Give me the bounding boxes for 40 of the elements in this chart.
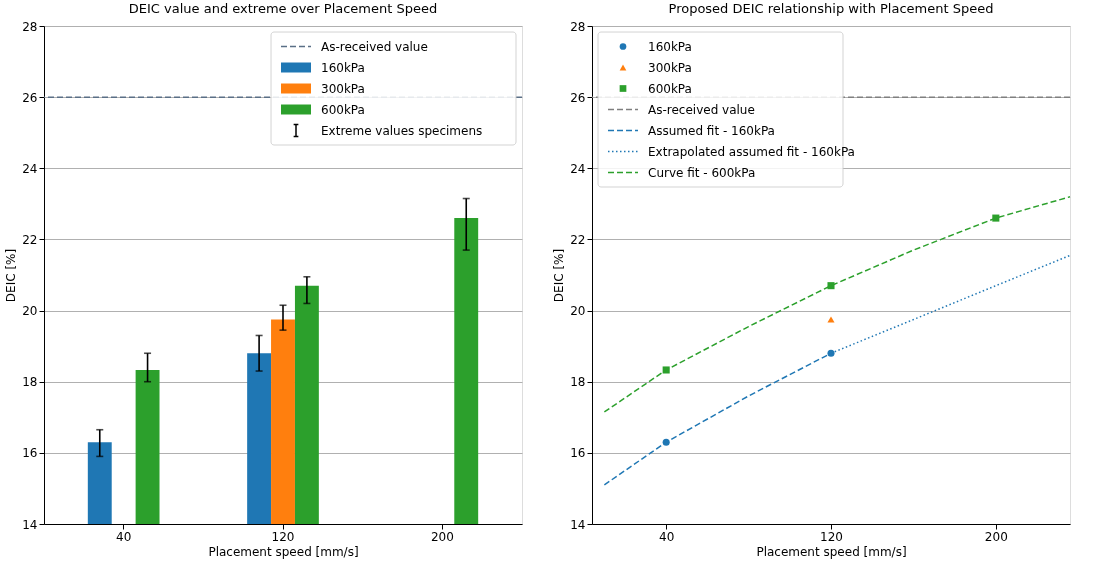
y-tick-label: 18 — [570, 375, 586, 390]
y-tick-label: 20 — [570, 304, 586, 319]
x-tick-label: 40 — [116, 529, 132, 544]
x-tick-label: 120 — [820, 529, 843, 544]
legend-label: 300kPa — [648, 60, 692, 75]
y-tick-label: 16 — [570, 446, 586, 461]
x-axis-title: Placement speed [mm/s] — [208, 544, 359, 559]
legend-label: 300kPa — [321, 81, 365, 96]
x-tick-label: 200 — [430, 529, 454, 544]
x-tick-label: 40 — [659, 529, 675, 544]
y-tick-label: 22 — [22, 232, 38, 247]
legend-label: 160kPa — [648, 39, 692, 54]
y-tick-label: 14 — [22, 517, 38, 532]
y-tick-label: 28 — [22, 19, 38, 34]
x-tick-label: 120 — [271, 529, 295, 544]
y-tick-label: 26 — [570, 90, 586, 105]
y-tick-label: 16 — [22, 446, 38, 461]
legend-label: As-received value — [321, 39, 428, 54]
legend-label: Assumed fit - 160kPa — [648, 123, 775, 138]
y-tick-label: 22 — [570, 232, 586, 247]
x-axis-title: Placement speed [mm/s] — [756, 544, 907, 559]
legend-label: 600kPa — [321, 102, 365, 117]
y-tick-label: 24 — [22, 161, 38, 176]
legend-label: Extrapolated assumed fit - 160kPa — [648, 144, 855, 159]
y-axis-title: DEIC [%] — [552, 248, 567, 303]
chart-title: DEIC value and extreme over Placement Speed — [128, 1, 438, 16]
y-axis-title: DEIC [%] — [4, 248, 19, 303]
y-tick-label: 14 — [570, 517, 586, 532]
legend-label: As-received value — [648, 102, 755, 117]
x-tick-label: 200 — [984, 529, 1008, 544]
y-tick-label: 20 — [22, 304, 38, 319]
y-tick-label: 18 — [22, 375, 38, 390]
legend-label: Curve fit - 600kPa — [648, 165, 756, 180]
legend-label: 600kPa — [648, 81, 692, 96]
y-tick-label: 24 — [570, 161, 586, 176]
y-tick-label: 28 — [570, 19, 586, 34]
annotation: Extreme values specimens — [321, 123, 483, 138]
chart-title: Proposed DEIC relationship with Placement Speed — [668, 1, 994, 16]
legend-label: 160kPa — [321, 60, 365, 75]
y-tick-label: 26 — [22, 90, 38, 105]
